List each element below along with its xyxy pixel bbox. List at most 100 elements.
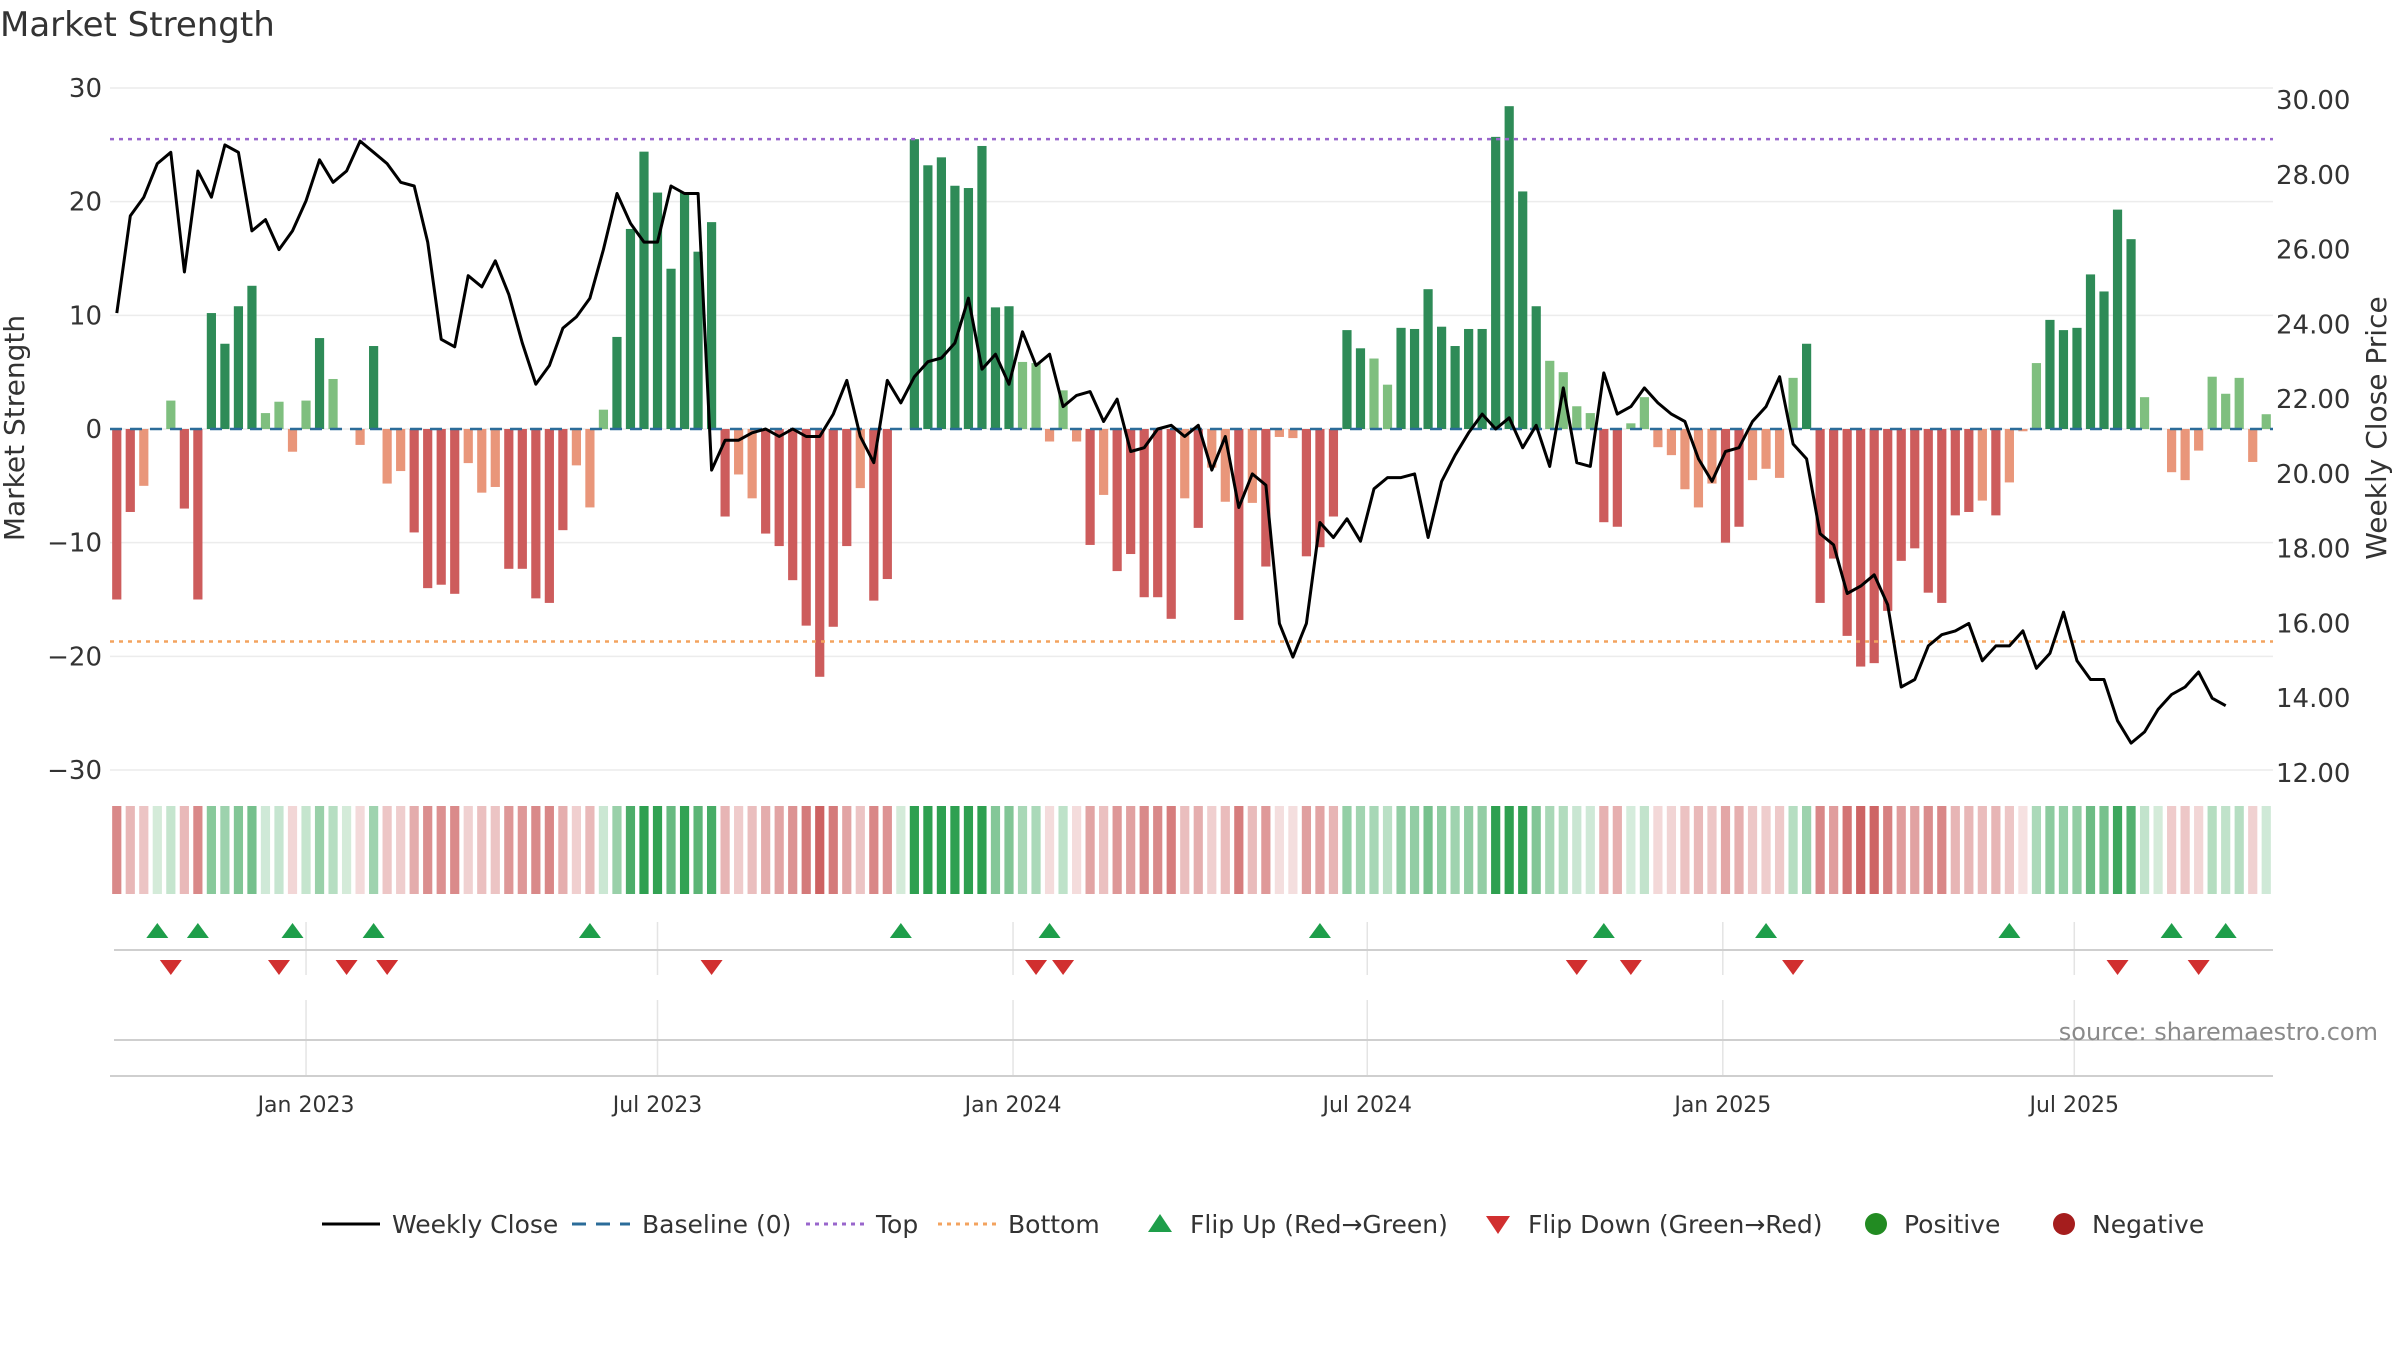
heat-cell	[1545, 806, 1555, 894]
heat-cell	[625, 806, 636, 894]
strength-bar	[1342, 330, 1352, 429]
legend-item: Negative	[2053, 1210, 2204, 1239]
strength-bar	[1180, 429, 1190, 499]
strength-bar	[666, 268, 676, 429]
strength-bar	[1193, 429, 1203, 528]
heat-cell	[1355, 806, 1366, 894]
strength-bar	[2058, 330, 2069, 429]
strength-bar	[761, 429, 771, 534]
heat-cell	[977, 806, 987, 894]
heat-cell	[1923, 806, 1933, 894]
strength-bar	[531, 429, 541, 599]
heat-cell	[355, 806, 365, 894]
heat-cell	[990, 806, 1001, 894]
strength-bar	[504, 429, 514, 569]
heat-cell	[2207, 806, 2217, 894]
strength-bar	[1396, 327, 1406, 429]
strength-bar	[490, 429, 500, 487]
heat-cell	[855, 806, 865, 894]
left-axis-ticks: 30 20 10 0 −10 −20 −30	[47, 74, 102, 786]
x-tick-label: Jan 2023	[256, 1093, 355, 1118]
strength-bar	[774, 429, 784, 547]
heat-cell	[382, 806, 392, 894]
strength-bar	[1572, 406, 1582, 429]
strength-bar	[1044, 429, 1055, 442]
right-tick-label: 12.00	[2276, 759, 2350, 789]
legend-item: Bottom	[938, 1210, 1100, 1239]
strength-bar	[1328, 429, 1339, 517]
right-axis-label: Weekly Close Price	[2360, 296, 2393, 559]
flip-down-marker	[1565, 960, 1588, 975]
strength-bar	[1153, 429, 1163, 598]
strength-bar	[977, 145, 987, 429]
heat-cell	[179, 806, 189, 894]
left-tick-label: −20	[47, 642, 102, 672]
heat-cell	[1261, 806, 1271, 894]
heat-cell	[1869, 806, 1879, 894]
strength-bar	[1099, 429, 1109, 495]
chart-title: Market Strength	[0, 5, 275, 45]
strength-bar	[450, 429, 460, 594]
strength-bar	[1220, 429, 1230, 502]
strength-bar	[233, 306, 244, 429]
strength-bar	[1464, 328, 1474, 429]
strength-bar	[706, 222, 717, 429]
heat-cell	[206, 806, 216, 894]
heat-cell	[869, 806, 879, 894]
heat-cell	[301, 806, 311, 894]
strength-bar	[544, 429, 554, 603]
strength-bar	[1355, 348, 1366, 429]
strength-bar	[990, 307, 1001, 429]
left-tick-label: 30	[69, 74, 102, 104]
heat-cell	[693, 806, 703, 894]
strength-bar	[1788, 377, 1798, 429]
heat-cell	[1382, 806, 1393, 894]
right-axis-ticks: 30.00 28.00 26.00 24.00 22.00 20.00 18.00 16.00…	[2276, 86, 2350, 789]
strength-bar	[1964, 429, 1974, 512]
heat-cell	[815, 806, 825, 894]
heat-cell	[652, 806, 663, 894]
flip-down-marker	[335, 960, 358, 975]
flip-down-marker	[159, 960, 182, 975]
heat-cell	[1247, 806, 1257, 894]
heat-cell	[774, 806, 784, 894]
strength-bar	[963, 188, 974, 429]
heat-cell	[274, 806, 284, 894]
strength-bar	[1126, 429, 1136, 555]
heat-cell	[2139, 806, 2150, 894]
strength-bar	[1896, 429, 1906, 561]
heat-cell	[287, 806, 298, 894]
strength-bar	[1761, 429, 1771, 469]
heat-cell	[1058, 806, 1068, 894]
heat-cell	[1815, 806, 1825, 894]
strength-bar	[2018, 429, 2028, 432]
right-tick-label: 14.00	[2276, 684, 2350, 714]
strength-bar	[936, 157, 946, 429]
flip-markers	[146, 923, 2237, 975]
legend-label: Flip Up (Red→Green)	[1190, 1210, 1448, 1239]
heat-cell	[923, 806, 933, 894]
strength-bar	[1734, 429, 1744, 527]
heat-cell	[612, 806, 622, 894]
strength-bar	[1747, 429, 1758, 481]
strength-bar	[2180, 429, 2190, 481]
strength-bar	[1802, 343, 1812, 429]
strength-bar	[693, 251, 703, 429]
strength-bar	[2126, 239, 2136, 429]
heat-cell	[761, 806, 771, 894]
strength-bar	[301, 400, 311, 429]
heat-cell	[1044, 806, 1055, 894]
strength-bar	[1856, 429, 1866, 667]
legend-label: Top	[875, 1210, 918, 1239]
heat-cell	[1896, 806, 1906, 894]
heat-cell	[1991, 806, 2001, 894]
heat-cell	[2153, 806, 2163, 894]
heat-cell	[1788, 806, 1798, 894]
heat-cell	[166, 806, 176, 894]
heat-cell	[963, 806, 974, 894]
heat-cell	[193, 806, 203, 894]
legend-item: Weekly Close	[322, 1210, 558, 1239]
flip-down-marker	[2106, 960, 2129, 975]
left-tick-label: 10	[69, 301, 102, 331]
strength-bar	[1693, 429, 1704, 508]
